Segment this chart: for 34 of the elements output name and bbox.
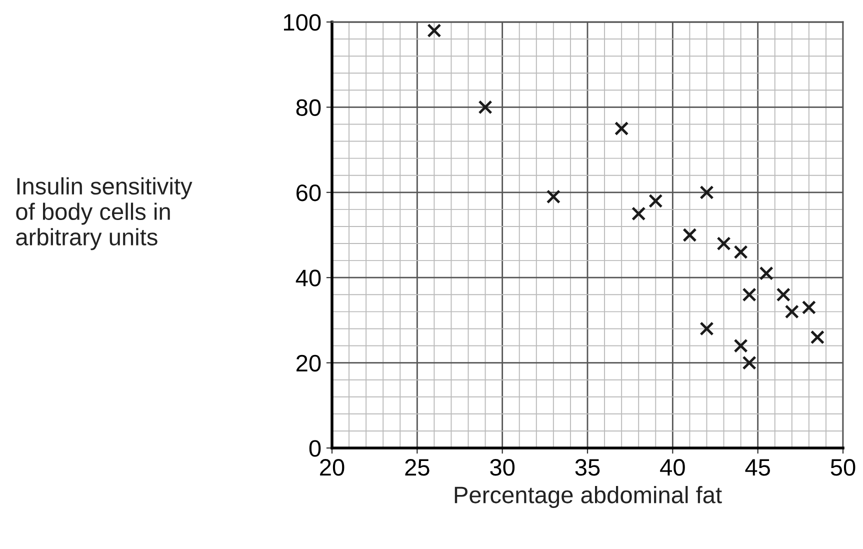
point xyxy=(700,185,714,200)
point xyxy=(734,338,748,353)
point xyxy=(742,288,756,302)
y-tick-label: 20 xyxy=(296,354,321,372)
point xyxy=(810,330,825,344)
y-tick-label: 0 xyxy=(309,440,321,457)
x-tick-label: 50 xyxy=(830,459,856,476)
x-tick-label: 25 xyxy=(405,459,430,476)
point xyxy=(682,228,697,242)
point xyxy=(776,288,790,302)
y-axis-title: Insulin sensitivity of body cells in arbitrary units xyxy=(16,177,192,250)
point xyxy=(759,266,774,280)
x-axis-title: Percentage abdominal fat xyxy=(454,486,722,508)
x-tick-label: 40 xyxy=(660,459,685,476)
x-tick-label: 35 xyxy=(575,459,600,476)
x-tick-label: 30 xyxy=(490,459,515,476)
point xyxy=(614,121,629,136)
point xyxy=(478,100,492,114)
y-tick-label: 100 xyxy=(284,14,321,31)
point xyxy=(648,194,663,208)
y-tick-label: 80 xyxy=(296,99,321,116)
point xyxy=(784,304,799,319)
y-tick-label: 60 xyxy=(296,184,321,202)
x-tick-label: 45 xyxy=(745,459,770,476)
x-tick-label: 20 xyxy=(320,459,344,476)
point xyxy=(734,244,748,260)
y-tick-label: 40 xyxy=(296,270,321,286)
point xyxy=(427,23,442,38)
point xyxy=(632,206,646,221)
point xyxy=(716,236,731,251)
point xyxy=(546,190,560,204)
point xyxy=(802,300,816,314)
point xyxy=(700,322,714,336)
point xyxy=(742,356,756,370)
